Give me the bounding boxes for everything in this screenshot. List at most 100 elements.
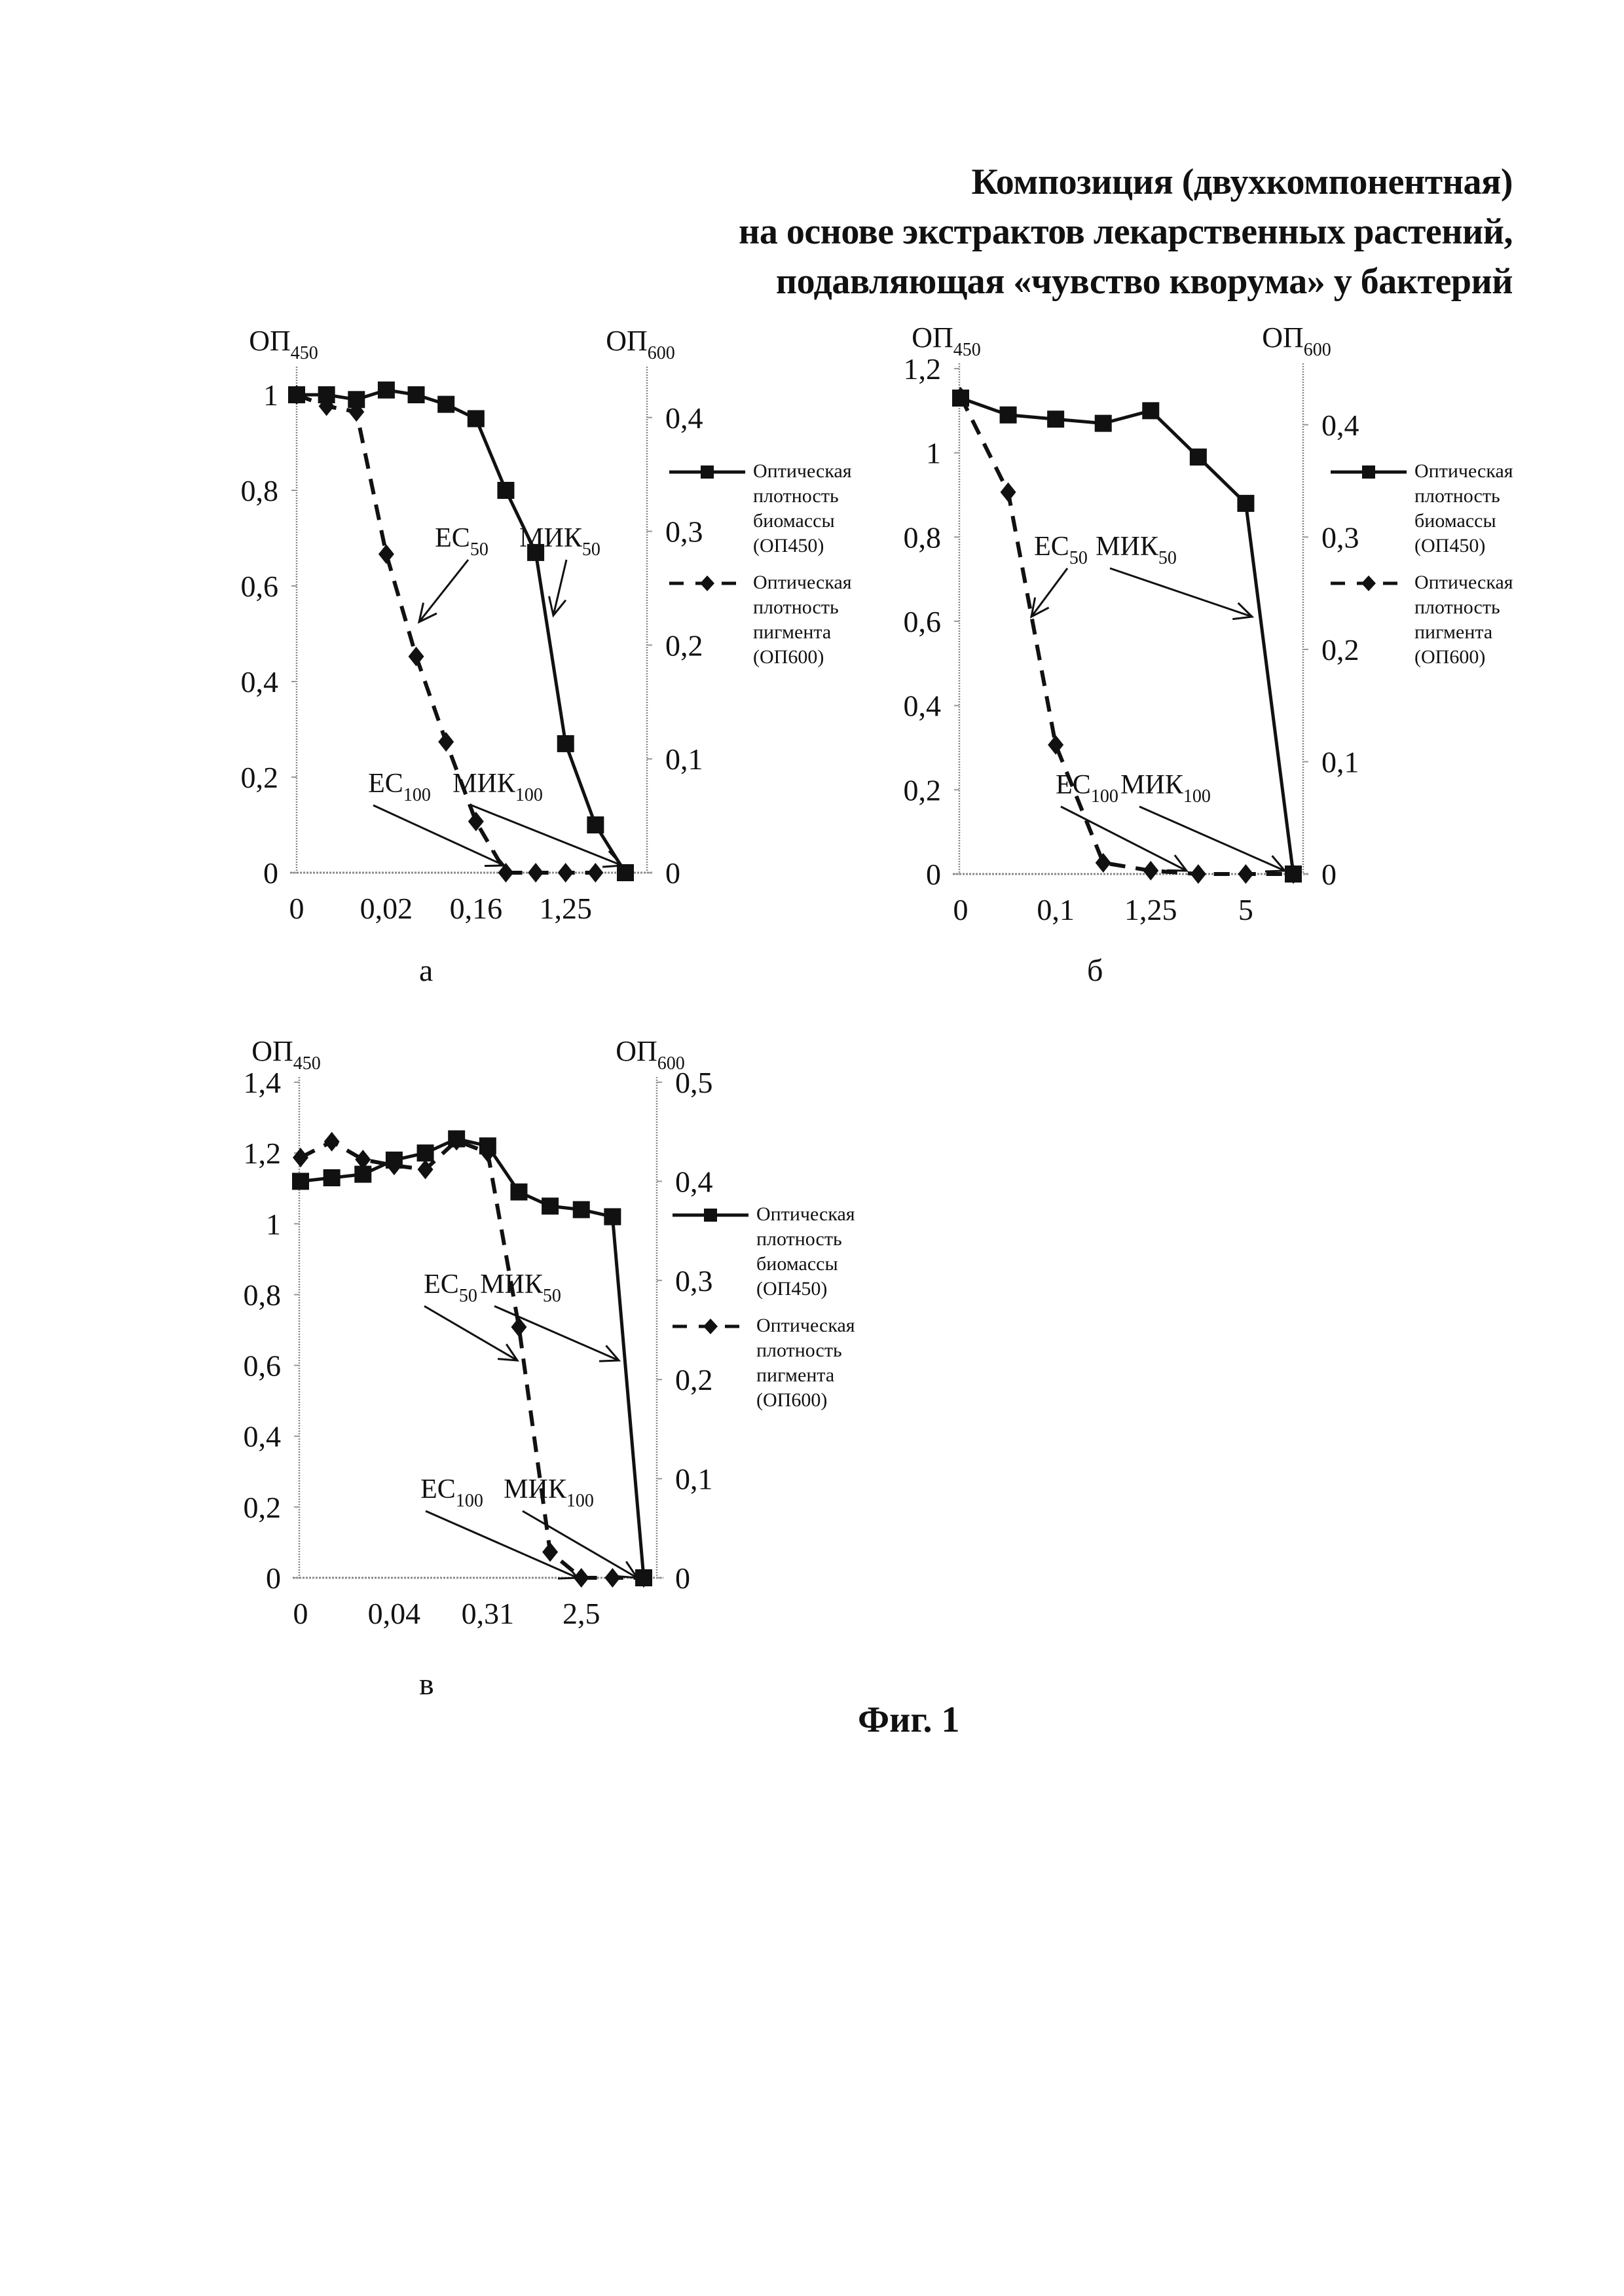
- legend-text: Оптическая: [753, 460, 852, 482]
- right-axis-title-main: ОП: [1262, 321, 1304, 354]
- legend-text: биомассы: [1414, 510, 1496, 532]
- data-point-pigment: [468, 811, 484, 831]
- data-point-biomass: [1237, 494, 1255, 512]
- data-point-pigment: [323, 1131, 340, 1152]
- left-tick-label: 1: [263, 378, 278, 412]
- annotation-arrowhead: [417, 602, 437, 624]
- legend-text: (ОП450): [753, 535, 824, 556]
- left-axis-title: ОП450: [251, 1035, 321, 1074]
- right-tick-label: 0,3: [675, 1264, 713, 1298]
- chart-panel-b: 0 0,2 0,4 0,6 0,8 1 1,2 0 0,1 0,2 0,3 0,4 0 0,1 1,25 5 О…: [904, 321, 1359, 926]
- data-point-biomass: [407, 386, 425, 403]
- data-point-pigment: [511, 1317, 527, 1337]
- right-tick-label: 0,1: [675, 1463, 713, 1496]
- legend-text: (ОП600): [753, 646, 824, 668]
- left-tick-label: 1,4: [244, 1066, 282, 1099]
- annotation-arrowhead: [1264, 855, 1287, 873]
- data-point-pigment: [1048, 735, 1064, 755]
- legend-text: биомассы: [753, 510, 835, 532]
- annotation-label-main: EC: [1034, 532, 1069, 562]
- left-tick-label: 0,8: [241, 474, 279, 507]
- legend-text: Оптическая: [756, 1203, 855, 1225]
- annotation-label-main: EC: [368, 769, 403, 799]
- left-axis-title-sub: 450: [953, 340, 981, 360]
- annotation-label-main: МИК: [452, 769, 516, 799]
- right-axis-title-sub: 600: [657, 1053, 685, 1074]
- left-tick-label: 1,2: [244, 1137, 282, 1170]
- legend-swatch-pigment: [669, 575, 745, 591]
- annotation-label-sub: 50: [582, 539, 600, 560]
- legend-marker: [704, 1209, 717, 1222]
- annotation-arrowhead: [599, 1345, 621, 1362]
- right-tick-label: 0,1: [1321, 745, 1359, 778]
- data-point-pigment: [1285, 864, 1301, 884]
- chart-panel-a: 0 0,2 0,4 0,6 0,8 1 0 0,1 0,2 0,3 0,4 0 0,02 0,16 1,25…: [241, 325, 703, 925]
- left-tick-label: 0,6: [904, 605, 942, 638]
- x-tick-label: 5: [1238, 893, 1253, 926]
- data-point-biomass: [617, 864, 634, 881]
- legend-text: плотность: [756, 1339, 842, 1361]
- annotation-arrow: [1060, 805, 1187, 872]
- data-point-biomass: [542, 1197, 559, 1215]
- series-line-biomass: [297, 388, 627, 874]
- x-tick-label: 2,5: [563, 1597, 600, 1630]
- right-axis-title: ОП600: [606, 325, 675, 363]
- data-point-pigment: [449, 1131, 465, 1151]
- data-point-biomass: [292, 1173, 309, 1190]
- data-point-biomass: [1094, 414, 1112, 432]
- x-tick-label: 0: [293, 1597, 308, 1630]
- data-point-biomass: [1189, 448, 1207, 466]
- right-tick-label: 0,4: [1321, 409, 1359, 442]
- data-point-pigment: [498, 863, 514, 883]
- legend-text: плотность: [1414, 485, 1500, 507]
- left-axis-title-main: ОП: [912, 321, 953, 354]
- annotation-label-main: МИК: [519, 523, 583, 553]
- annotation-label: МИК100: [1120, 770, 1211, 807]
- legend-text: Оптическая: [756, 1315, 855, 1336]
- legend-marker: [1362, 465, 1375, 479]
- annotation-arrowhead: [1029, 597, 1050, 619]
- right-tick-label: 0,2: [1321, 633, 1359, 666]
- left-tick-label: 0,8: [904, 520, 942, 554]
- data-point-pigment: [528, 863, 544, 883]
- left-tick-label: 0: [266, 1561, 281, 1595]
- data-point-pigment: [479, 1142, 496, 1163]
- x-tick-label: 1,25: [539, 892, 592, 925]
- legend-marker: [700, 575, 714, 591]
- data-point-pigment: [355, 1150, 371, 1170]
- chart-panel-c: 0 0,2 0,4 0,6 0,8 1 1,2 1,4 0 0,1 0,2 0,3 0,4 0,5 0 0,0…: [244, 1035, 713, 1630]
- annotation-arrow: [373, 804, 505, 867]
- data-point-pigment: [542, 1542, 559, 1562]
- legend-swatch-pigment: [1331, 575, 1407, 591]
- data-point-pigment: [573, 1568, 589, 1588]
- annotation-label-main: EC: [435, 523, 470, 553]
- x-tick-label: 0,31: [462, 1597, 515, 1630]
- annotation-label-main: EC: [1056, 770, 1091, 800]
- right-axis-title-sub: 600: [648, 343, 675, 363]
- data-point-pigment: [348, 402, 365, 422]
- left-axis-title-main: ОП: [251, 1035, 293, 1067]
- left-tick-label: 0,4: [904, 689, 942, 723]
- data-point-pigment: [557, 863, 574, 883]
- series-line-pigment: [959, 395, 1293, 876]
- left-axis-title-sub: 450: [291, 343, 318, 363]
- data-point-pigment: [1095, 852, 1111, 873]
- annotation-label-sub: 100: [566, 1491, 594, 1511]
- annotation-label-main: МИК: [504, 1474, 567, 1504]
- figure-caption: Фиг. 1: [858, 1700, 960, 1740]
- left-tick-label: 0,6: [244, 1349, 282, 1383]
- legend-text: биомассы: [756, 1253, 838, 1275]
- annotation-label: МИК50: [519, 523, 600, 560]
- legend-text: Оптическая: [1414, 460, 1513, 482]
- x-tick-label: 0,02: [360, 892, 413, 925]
- legend-text: пигмента: [753, 621, 832, 643]
- right-axis-title: ОП600: [1262, 321, 1331, 360]
- left-tick-label: 0,2: [241, 761, 279, 794]
- annotation-label-main: EC: [424, 1269, 459, 1300]
- data-point-pigment: [1000, 482, 1016, 502]
- right-tick-label: 0,3: [1321, 520, 1359, 554]
- x-tick-label: 0: [953, 893, 969, 926]
- annotation-arrow: [418, 559, 470, 623]
- annotation-arrow: [522, 1510, 638, 1579]
- legend-text: плотность: [1414, 596, 1500, 618]
